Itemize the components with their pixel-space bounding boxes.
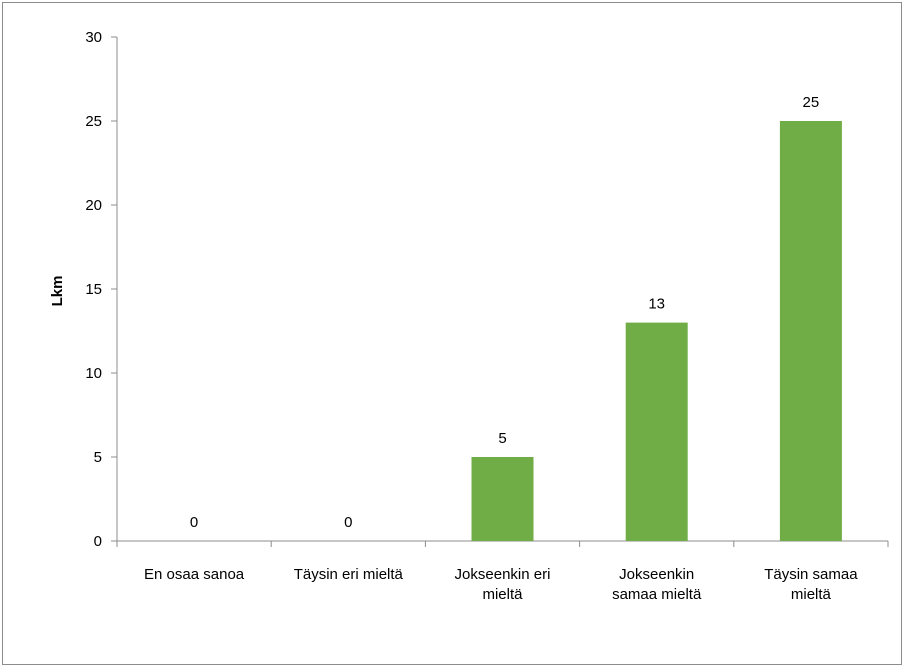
x-tick-label: Jokseenkin eri mieltä <box>455 566 551 603</box>
y-axis: 0 5 10 15 20 25 30 <box>85 29 118 550</box>
y-tick-label: 5 <box>94 449 102 466</box>
y-tick-label: 20 <box>85 197 102 214</box>
data-label: 0 <box>190 514 198 531</box>
y-tick-label: 25 <box>85 113 102 130</box>
bar <box>625 322 688 541</box>
data-label: 5 <box>498 430 506 447</box>
x-tick-label: Täysin samaa mieltä <box>764 566 858 603</box>
y-tick-label: 10 <box>85 365 102 382</box>
x-tick-label: En osaa sanoa <box>144 566 245 583</box>
data-label: 13 <box>648 296 665 313</box>
y-tick-label: 0 <box>94 533 102 550</box>
x-tick-label: Täysin eri mieltä <box>294 566 404 583</box>
data-labels: 0 0 5 13 25 <box>190 94 819 531</box>
bars <box>471 121 842 541</box>
data-label: 25 <box>803 94 820 111</box>
data-label: 0 <box>344 514 352 531</box>
y-axis-title: Lkm <box>49 276 66 307</box>
x-tick-label: Jokseenkin samaa mieltä <box>612 566 702 603</box>
y-tick-label: 15 <box>85 281 102 298</box>
bar <box>471 457 534 541</box>
y-tick-label: 30 <box>85 29 102 46</box>
bar <box>779 121 842 541</box>
